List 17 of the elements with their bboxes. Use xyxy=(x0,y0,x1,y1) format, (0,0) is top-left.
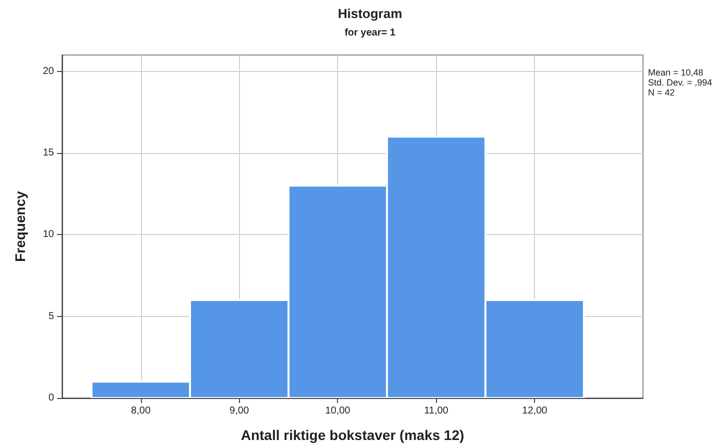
y-tick-label: 20 xyxy=(42,66,54,77)
y-tick-label: 10 xyxy=(42,229,54,240)
chart-subtitle: for year= 1 xyxy=(344,28,396,38)
x-tick-label: 10,00 xyxy=(325,406,351,416)
x-tick-label: 11,00 xyxy=(424,406,449,416)
y-tick-label: 5 xyxy=(48,310,54,322)
chart-title: Histogram xyxy=(338,6,402,21)
x-tick-label: 9,00 xyxy=(230,406,250,416)
y-tick-label: 15 xyxy=(42,148,54,158)
y-tick-label: 0 xyxy=(48,392,54,404)
x-axis-title: Antall riktige bokstaver (maks 12) xyxy=(240,427,464,443)
y-axis-title: Frequency xyxy=(12,190,28,262)
x-tick-label: 8,00 xyxy=(131,406,151,416)
text: Mean = 10,48 xyxy=(648,68,704,78)
text: Std. Dev. = ,994 xyxy=(648,78,712,88)
x-tick-label: 12,00 xyxy=(522,406,548,416)
text: N = 42 xyxy=(648,88,675,98)
